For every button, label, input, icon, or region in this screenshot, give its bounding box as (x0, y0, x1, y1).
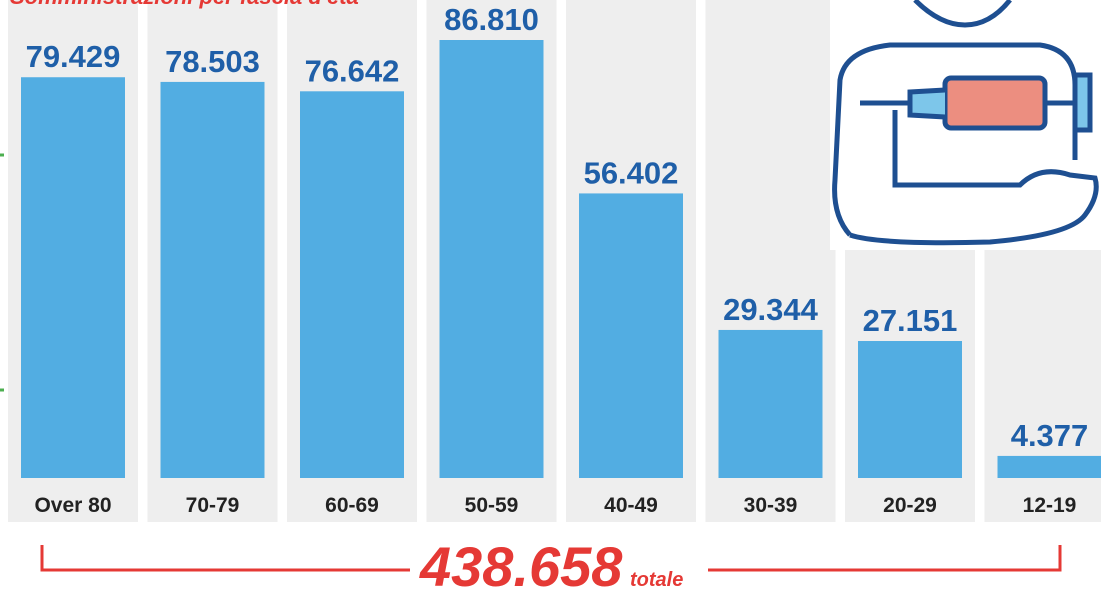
x-tick-label: 12-19 (1023, 494, 1077, 517)
value-label: 27.151 (863, 303, 958, 338)
x-tick-label: 70-79 (186, 494, 240, 517)
bar (160, 81, 265, 479)
illustration (830, 0, 1101, 250)
x-tick-label: 50-59 (465, 494, 519, 517)
total: 438.658 (419, 535, 623, 595)
x-tick-label: 40-49 (604, 494, 658, 517)
chart-title: Somministrazioni per fascia d'età (10, 0, 359, 9)
bar (439, 40, 544, 478)
x-tick-label: 20-29 (883, 494, 937, 517)
x-tick-label: 60-69 (325, 494, 379, 517)
marks: Over 80 79.429 70-79 78.503 60-69 76.642 50-59… (21, 2, 1101, 517)
total-label: totale (630, 569, 683, 591)
value-label: 78.503 (165, 44, 260, 79)
bar (21, 77, 125, 478)
bar (858, 341, 962, 478)
x-tick-label: Over 80 (34, 494, 111, 517)
value-label: 76.642 (305, 53, 400, 88)
value-label: 86.810 (444, 2, 539, 37)
value-label: 56.402 (584, 155, 679, 190)
bar (579, 193, 683, 478)
bar (997, 455, 1101, 478)
bar (300, 91, 404, 478)
value-label: 79.429 (26, 39, 121, 74)
value-label: 29.344 (723, 292, 819, 327)
total-bracket (40, 545, 1062, 572)
x-tick-label: 30-39 (744, 494, 798, 517)
value-label: 4.377 (1011, 418, 1089, 453)
bar (718, 329, 823, 478)
